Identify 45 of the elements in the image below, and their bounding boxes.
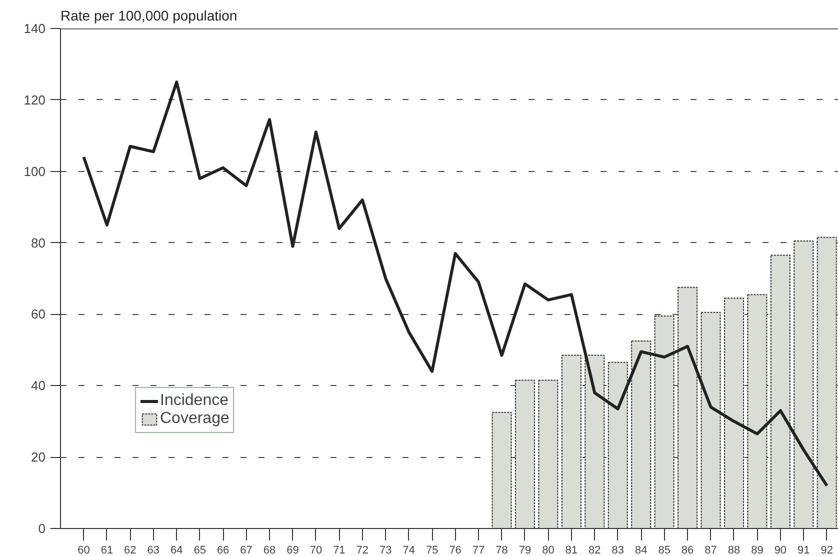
x-tick-label: 83 <box>612 544 624 556</box>
y-axis-title: Rate per 100,000 population <box>60 8 238 24</box>
y-tick-label: 60 <box>31 306 46 322</box>
line-series <box>82 80 828 488</box>
y-tick-label: 120 <box>24 92 46 108</box>
y-tick-label: 0 <box>38 521 46 536</box>
x-tick-label: 66 <box>216 544 230 556</box>
x-tick-label: 85 <box>658 544 670 556</box>
x-tick-label: 80 <box>542 544 554 556</box>
y-tick-label: 20 <box>31 450 46 465</box>
x-tick-label: 89 <box>751 544 764 556</box>
x-tick-label: 79 <box>518 544 532 556</box>
x-tick-label: 86 <box>681 544 694 556</box>
legend-label: Incidence <box>160 392 228 410</box>
x-tick-label: 64 <box>170 544 183 556</box>
y-tick-label: 80 <box>31 235 46 250</box>
x-tick-label: 77 <box>472 544 485 556</box>
x-tick-label: 75 <box>426 544 438 556</box>
x-tick-label: 71 <box>333 544 346 556</box>
x-tick-label: 76 <box>449 544 462 556</box>
x-tick-label: 68 <box>263 544 276 556</box>
x-tick-label: 91 <box>798 544 810 556</box>
x-tick-label: 90 <box>774 544 787 556</box>
x-tick-label: 73 <box>380 544 392 556</box>
x-tick-label: 61 <box>100 544 114 556</box>
x-tick-label: 65 <box>194 544 206 556</box>
x-tick-label: 63 <box>147 544 160 556</box>
x-tick-label: 72 <box>356 544 369 556</box>
y-tick-label: 100 <box>24 164 46 179</box>
legend-label: Coverage <box>160 410 230 428</box>
x-tick-label: 67 <box>240 544 252 556</box>
x-tick-label: 70 <box>310 544 322 556</box>
x-tick-label: 87 <box>704 544 717 556</box>
x-tick-label: 78 <box>496 544 508 556</box>
x-tick-label: 74 <box>402 544 415 556</box>
x-tick-label: 88 <box>728 544 740 556</box>
x-tick-label: 60 <box>78 544 90 556</box>
x-tick-label: 69 <box>286 544 299 556</box>
y-tick-label: 140 <box>24 21 46 36</box>
y-tick-label: 40 <box>31 378 46 394</box>
x-tick-label: 84 <box>634 544 648 556</box>
x-tick-label: 62 <box>124 544 136 556</box>
x-tick-label: 92 <box>820 544 834 556</box>
x-tick-label: 81 <box>565 544 578 556</box>
x-tick-label: 82 <box>588 544 601 556</box>
